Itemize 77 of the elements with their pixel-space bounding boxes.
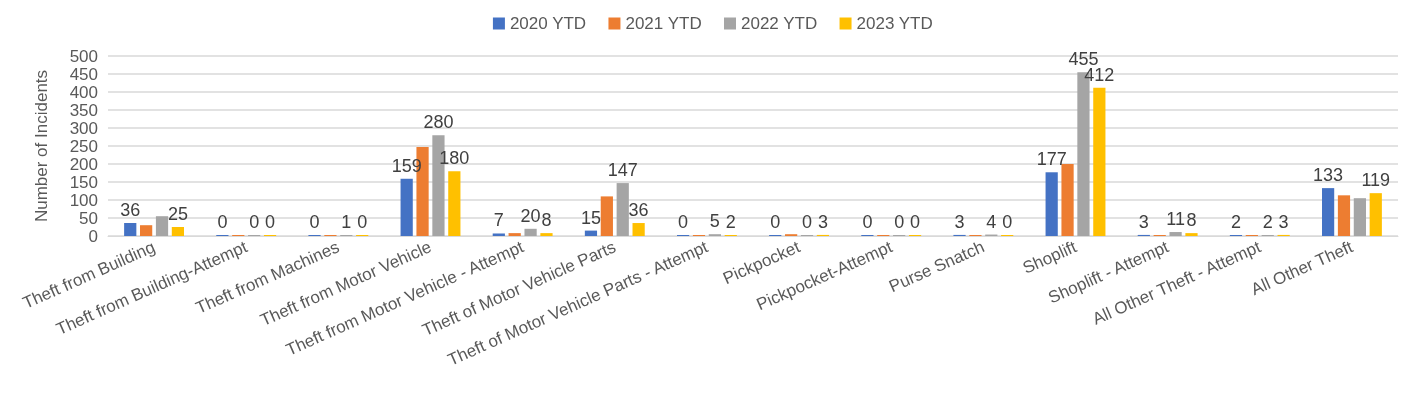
data-label: 15 (580, 207, 601, 228)
legend-label: 2023 YTD (856, 14, 933, 33)
data-label: 177 (1036, 149, 1067, 170)
bar (1353, 198, 1366, 236)
data-label: 8 (541, 210, 552, 231)
data-label: 0 (357, 212, 368, 232)
bar (1321, 188, 1335, 236)
data-label: 2 (1230, 212, 1241, 232)
data-label: 3 (954, 211, 965, 232)
y-tick-label: 150 (69, 172, 98, 192)
data-label: 0 (910, 212, 921, 232)
data-label: 0 (1002, 212, 1013, 232)
data-label: 3 (817, 211, 828, 232)
data-label: 0 (894, 212, 905, 232)
data-label: 412 (1084, 64, 1115, 85)
bar (492, 233, 505, 236)
data-label: 36 (628, 200, 649, 221)
bar (140, 225, 153, 236)
data-label: 119 (1361, 170, 1391, 191)
data-label: 280 (423, 112, 454, 133)
bar (616, 183, 629, 236)
data-label: 36 (120, 200, 141, 221)
data-label: 20 (520, 205, 541, 226)
data-label: 0 (309, 212, 320, 232)
bar (600, 196, 613, 236)
data-label: 11 (1166, 209, 1185, 230)
bar (400, 178, 413, 236)
bar (632, 223, 645, 236)
data-label: 0 (249, 212, 260, 232)
data-label: 7 (493, 210, 504, 231)
bar (584, 230, 598, 236)
data-label: 1 (341, 212, 352, 232)
y-tick-label: 50 (79, 208, 98, 228)
bar (155, 216, 169, 236)
bar (448, 171, 461, 236)
data-label: 3 (1278, 211, 1289, 232)
data-label: 3 (1138, 211, 1149, 232)
data-label: 8 (1186, 210, 1197, 231)
data-label: 133 (1313, 165, 1344, 186)
data-label: 2 (725, 212, 736, 232)
data-label: 0 (217, 212, 228, 232)
y-tick-label: 500 (69, 46, 98, 66)
data-label: 0 (770, 212, 781, 232)
bar (1369, 193, 1382, 236)
bar (1185, 233, 1198, 236)
y-tick-label: 450 (69, 64, 98, 84)
data-label: 147 (607, 160, 638, 181)
bar (1045, 172, 1058, 236)
bar (508, 233, 521, 236)
bar (1093, 87, 1106, 236)
y-tick-label: 100 (69, 190, 98, 210)
legend-label: 2020 YTD (509, 14, 587, 33)
legend-label: 2021 YTD (625, 14, 702, 33)
bar (524, 228, 537, 236)
y-tick-label: 250 (69, 136, 98, 156)
data-label: 0 (265, 212, 276, 232)
bar (1169, 232, 1182, 236)
data-label: 25 (167, 204, 188, 224)
bar (171, 227, 185, 236)
y-tick-label: 0 (88, 226, 98, 246)
data-label: 180 (439, 148, 470, 169)
y-tick-label: 300 (69, 118, 98, 138)
bar (1061, 164, 1074, 236)
y-axis-title: Number of Incidents (32, 69, 51, 223)
bar (540, 233, 553, 236)
bar (1337, 195, 1351, 236)
y-tick-label: 350 (69, 100, 98, 120)
y-tick-label: 400 (69, 82, 98, 102)
data-label: 4 (986, 211, 997, 232)
data-label: 0 (678, 212, 689, 232)
data-label: 0 (802, 212, 813, 232)
bar (124, 223, 137, 236)
data-label: 2 (1262, 212, 1273, 232)
legend-label: 2022 YTD (741, 14, 818, 33)
y-tick-label: 200 (69, 154, 98, 174)
data-label: 0 (862, 212, 873, 232)
data-label: 5 (709, 211, 720, 232)
